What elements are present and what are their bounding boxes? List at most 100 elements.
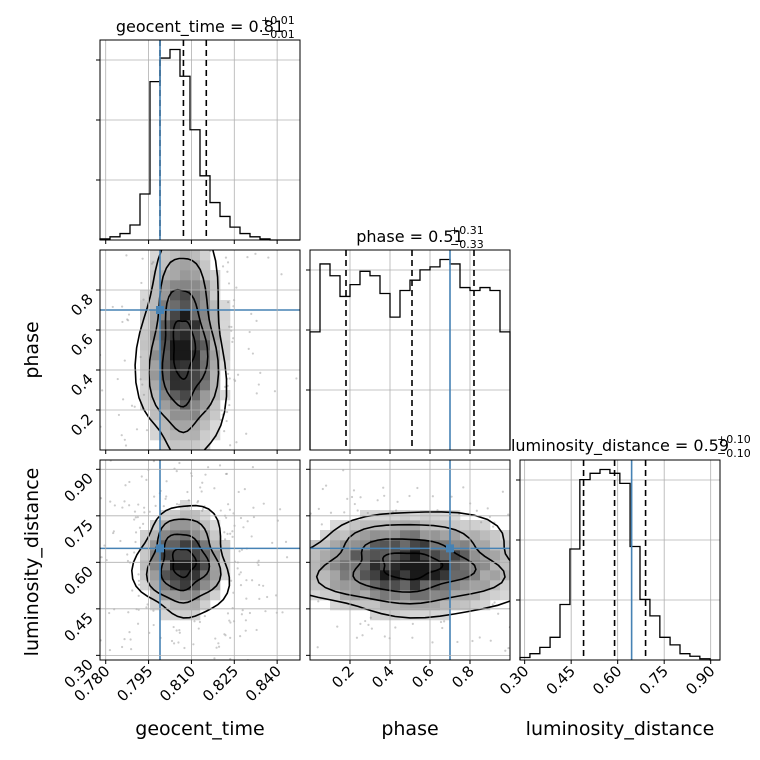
density-cell bbox=[420, 580, 431, 591]
density-cell bbox=[410, 600, 421, 611]
sample-point bbox=[266, 595, 269, 599]
sample-point bbox=[264, 610, 267, 613]
sample-point bbox=[285, 556, 289, 559]
sample-point bbox=[493, 601, 496, 604]
sample-point bbox=[448, 662, 450, 664]
sample-point bbox=[356, 509, 359, 512]
density-cell bbox=[210, 330, 221, 341]
density-cell bbox=[170, 580, 181, 591]
density-cell bbox=[380, 570, 391, 581]
sample-point bbox=[736, 585, 738, 587]
sample-point bbox=[255, 392, 258, 395]
sample-point bbox=[123, 359, 126, 362]
density-cell bbox=[200, 440, 211, 450]
histogram-phase bbox=[306, 249, 511, 454]
density-cell bbox=[320, 590, 331, 601]
density-cell bbox=[180, 430, 191, 441]
sample-point bbox=[250, 312, 253, 315]
density-cell bbox=[170, 510, 181, 521]
density-cell bbox=[400, 540, 411, 551]
histogram-luminosity-distance-background bbox=[520, 460, 720, 660]
density-cell bbox=[140, 550, 151, 561]
density-cell bbox=[330, 560, 341, 571]
density-cell bbox=[220, 350, 231, 361]
density-cell bbox=[150, 280, 161, 291]
density-cell bbox=[190, 250, 201, 261]
sample-point bbox=[398, 683, 400, 685]
title-geocent-time: geocent_time = 0.81 bbox=[116, 17, 284, 37]
density-cell bbox=[140, 290, 151, 301]
sample-point bbox=[513, 602, 515, 604]
density-cell bbox=[410, 510, 421, 521]
density-cell bbox=[380, 600, 391, 611]
sample-point bbox=[101, 389, 104, 392]
sample-point bbox=[396, 500, 399, 503]
sample-point bbox=[431, 641, 434, 644]
sample-point bbox=[203, 614, 206, 618]
density-cell bbox=[160, 300, 171, 311]
sample-point bbox=[239, 516, 243, 520]
density-cell bbox=[330, 600, 341, 611]
sample-point bbox=[121, 320, 124, 324]
density-cell bbox=[150, 260, 161, 271]
sample-point bbox=[255, 628, 258, 632]
density-cell bbox=[200, 290, 211, 301]
sample-point bbox=[209, 250, 212, 253]
sample-point bbox=[172, 642, 176, 645]
sample-point bbox=[352, 489, 356, 492]
sample-point bbox=[478, 636, 481, 639]
sample-point bbox=[130, 648, 133, 651]
density-cell bbox=[140, 400, 151, 411]
sample-point bbox=[123, 638, 126, 641]
sample-point bbox=[226, 503, 230, 506]
title-geocent-time-plus: +0.01 bbox=[261, 14, 295, 27]
density-cell bbox=[400, 610, 411, 621]
histogram-luminosity-distance-border bbox=[519, 459, 721, 661]
sample-point bbox=[122, 398, 125, 401]
joint-phase-vs-luminosity-distance-border bbox=[309, 459, 511, 661]
sample-point bbox=[242, 243, 244, 245]
joint-content bbox=[303, 460, 738, 685]
density-cell bbox=[170, 600, 181, 611]
sample-point bbox=[165, 495, 168, 498]
density-cell bbox=[460, 580, 471, 591]
sample-point bbox=[223, 385, 227, 388]
density-cell bbox=[210, 320, 221, 331]
density-cell bbox=[370, 610, 381, 621]
density-cell bbox=[160, 360, 171, 371]
title-phase: phase = 0.51 bbox=[356, 227, 463, 246]
ytick-label-phase: 0.8 bbox=[67, 290, 97, 320]
sample-point bbox=[142, 393, 146, 396]
density-cell bbox=[310, 550, 321, 561]
sample-point bbox=[141, 383, 144, 386]
sample-point bbox=[215, 646, 218, 649]
density-cell bbox=[170, 260, 181, 271]
density-cell bbox=[390, 550, 401, 561]
sample-point bbox=[255, 452, 257, 454]
density-cell bbox=[400, 600, 411, 611]
density-cell bbox=[200, 430, 211, 441]
ytick-label-luminosity-distance: 0.90 bbox=[60, 469, 96, 505]
sample-point bbox=[369, 616, 372, 619]
density-cell bbox=[200, 380, 211, 391]
density-cell bbox=[190, 440, 201, 450]
sample-point bbox=[118, 456, 120, 458]
density-cell bbox=[410, 560, 421, 571]
density-cell bbox=[430, 570, 441, 581]
sample-point bbox=[456, 640, 459, 644]
sample-point bbox=[128, 480, 131, 484]
density-cell bbox=[390, 610, 401, 621]
density-cell bbox=[490, 590, 501, 601]
density-cell bbox=[390, 590, 401, 601]
density-cell bbox=[210, 370, 221, 381]
density-cell bbox=[140, 300, 151, 311]
density-cell bbox=[350, 530, 361, 541]
ytick-label-phase: 0.2 bbox=[67, 410, 97, 440]
sample-point bbox=[278, 508, 282, 511]
density-cell bbox=[480, 560, 491, 571]
density-cell bbox=[200, 300, 211, 311]
sample-point bbox=[303, 612, 305, 614]
sample-point bbox=[120, 434, 123, 437]
density-cell bbox=[170, 410, 181, 421]
